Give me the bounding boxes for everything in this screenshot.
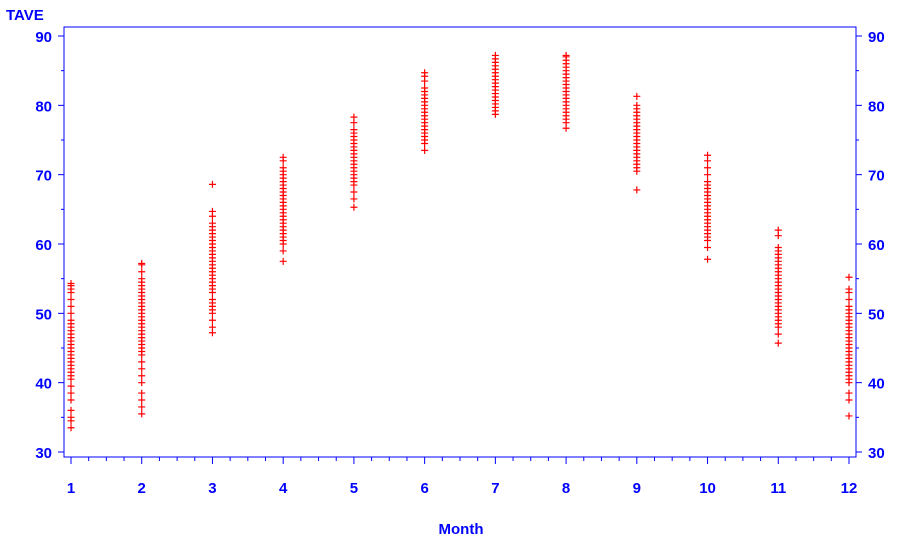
x-tick-label: 5 bbox=[350, 480, 358, 497]
data-point bbox=[845, 285, 853, 293]
x-tick-label: 1 bbox=[67, 480, 75, 497]
x-axis-title: Month bbox=[439, 521, 484, 538]
data-point bbox=[138, 259, 146, 267]
data-point bbox=[633, 186, 641, 194]
data-point bbox=[350, 126, 358, 134]
data-point bbox=[138, 389, 146, 397]
y-tick-label-left: 90 bbox=[35, 29, 52, 46]
data-point bbox=[350, 188, 358, 196]
data-point bbox=[279, 164, 287, 172]
data-point bbox=[67, 389, 75, 397]
data-points bbox=[67, 51, 853, 432]
data-point bbox=[704, 243, 712, 251]
x-tick-label: 6 bbox=[420, 480, 428, 497]
x-tick-label: 11 bbox=[770, 480, 786, 497]
data-point bbox=[421, 146, 429, 154]
y-tick-label-left: 50 bbox=[35, 306, 52, 323]
y-tick-label-left: 70 bbox=[35, 168, 52, 185]
data-point bbox=[704, 164, 712, 172]
y-tick-label-right: 60 bbox=[868, 237, 885, 254]
data-point bbox=[704, 255, 712, 263]
data-point bbox=[138, 275, 146, 283]
data-point bbox=[845, 389, 853, 397]
x-tick-label: 3 bbox=[208, 480, 216, 497]
data-point bbox=[279, 247, 287, 255]
data-point bbox=[138, 358, 146, 366]
data-point bbox=[138, 372, 146, 380]
data-point bbox=[138, 379, 146, 387]
data-point bbox=[67, 280, 75, 288]
data-point bbox=[421, 69, 429, 77]
data-point bbox=[421, 84, 429, 92]
data-point bbox=[208, 295, 216, 303]
data-point bbox=[279, 257, 287, 265]
data-point bbox=[138, 410, 146, 418]
data-point bbox=[845, 302, 853, 310]
data-point bbox=[138, 268, 146, 276]
data-point bbox=[67, 295, 75, 303]
y-axis-title: TAVE bbox=[6, 7, 44, 24]
axis-ticks bbox=[58, 35, 862, 464]
plot-border bbox=[63, 26, 857, 458]
data-point bbox=[138, 365, 146, 373]
data-point bbox=[67, 413, 75, 421]
data-point bbox=[67, 396, 75, 404]
data-point bbox=[774, 339, 782, 347]
x-tick-label: 7 bbox=[491, 480, 499, 497]
y-tick-label-left: 80 bbox=[35, 98, 52, 115]
data-point bbox=[67, 316, 75, 324]
y-tick-label-left: 60 bbox=[35, 237, 52, 254]
data-point bbox=[704, 151, 712, 159]
data-point bbox=[67, 382, 75, 390]
data-point bbox=[138, 396, 146, 404]
data-point bbox=[208, 207, 216, 215]
data-point bbox=[350, 195, 358, 203]
x-tick-label: 10 bbox=[699, 480, 716, 497]
data-point bbox=[774, 226, 782, 234]
plot-frame bbox=[63, 26, 857, 458]
data-point bbox=[350, 113, 358, 121]
data-point bbox=[350, 203, 358, 211]
data-point bbox=[845, 412, 853, 420]
data-point bbox=[208, 323, 216, 331]
data-point bbox=[845, 396, 853, 404]
data-point bbox=[67, 302, 75, 310]
x-tick-label: 4 bbox=[279, 480, 288, 497]
data-point bbox=[67, 424, 75, 432]
data-point bbox=[774, 243, 782, 251]
data-point bbox=[562, 51, 570, 59]
data-point bbox=[208, 316, 216, 324]
x-tick-label: 8 bbox=[562, 480, 570, 497]
data-point bbox=[67, 406, 75, 414]
data-point bbox=[774, 330, 782, 338]
y-tick-label-left: 40 bbox=[35, 376, 52, 393]
x-tick-label: 2 bbox=[138, 480, 146, 497]
x-tick-label: 12 bbox=[841, 480, 858, 497]
data-point bbox=[491, 51, 499, 59]
y-tick-label-right: 90 bbox=[868, 29, 885, 46]
x-tick-label: 9 bbox=[633, 480, 641, 497]
y-tick-label-right: 40 bbox=[868, 376, 885, 393]
data-point bbox=[279, 153, 287, 161]
data-point bbox=[633, 92, 641, 100]
data-point bbox=[704, 171, 712, 179]
data-point bbox=[633, 101, 641, 109]
data-point bbox=[845, 273, 853, 281]
y-tick-label-left: 30 bbox=[35, 445, 52, 462]
data-point bbox=[208, 219, 216, 227]
data-point bbox=[138, 403, 146, 411]
y-tick-label-right: 30 bbox=[868, 445, 885, 462]
data-point bbox=[208, 180, 216, 188]
y-tick-label-right: 70 bbox=[868, 168, 885, 185]
y-tick-label-right: 80 bbox=[868, 98, 885, 115]
data-point bbox=[845, 295, 853, 303]
data-point bbox=[704, 178, 712, 186]
y-tick-label-right: 50 bbox=[868, 306, 885, 323]
data-point bbox=[67, 309, 75, 317]
